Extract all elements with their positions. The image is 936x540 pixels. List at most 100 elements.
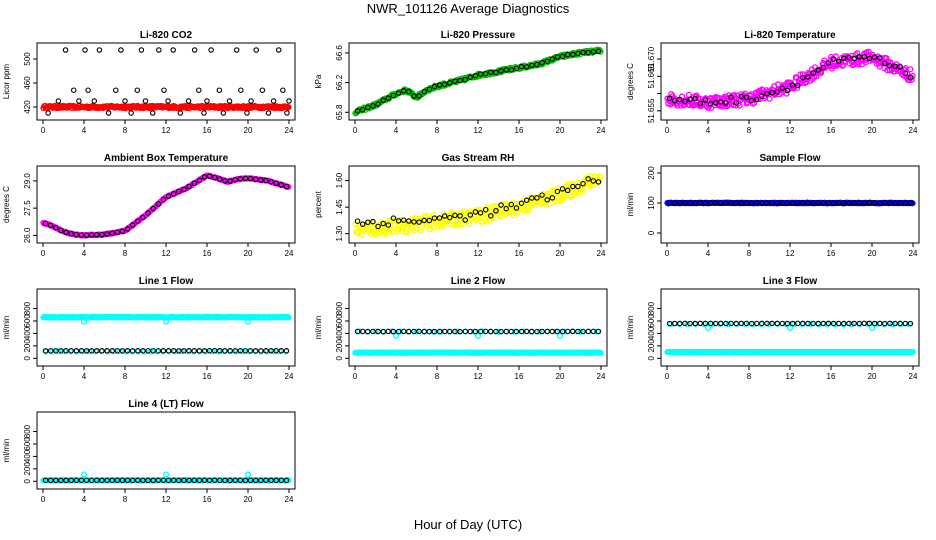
data-point <box>156 47 162 53</box>
x-tick-label: 24 <box>909 372 918 381</box>
data-point <box>666 200 673 206</box>
data-point <box>68 477 74 484</box>
data-point <box>268 348 274 354</box>
data-point <box>682 320 688 327</box>
data-point <box>820 320 827 327</box>
x-tick-label: 24 <box>597 126 606 135</box>
data-point <box>355 230 362 237</box>
data-point <box>539 328 545 335</box>
x-tick-label: 20 <box>556 372 565 381</box>
x-tick-label: 16 <box>203 495 212 504</box>
chart-title: Gas Stream RH <box>442 153 515 164</box>
data-point <box>252 176 259 182</box>
x-tick-label: 8 <box>123 495 128 504</box>
x-tick-label: 20 <box>868 249 877 258</box>
data-point <box>552 328 559 335</box>
data-point <box>687 320 693 327</box>
data-point <box>53 477 59 484</box>
data-point <box>119 477 126 484</box>
data-point <box>238 87 244 93</box>
data-point <box>244 471 252 478</box>
data-point <box>140 214 146 221</box>
data-point <box>233 47 240 53</box>
chart-title: Li-820 Pressure <box>441 30 516 41</box>
data-point <box>909 200 916 207</box>
data-point <box>892 63 898 70</box>
data-point <box>191 477 197 484</box>
data-point <box>748 320 755 327</box>
data-point <box>557 195 564 202</box>
data-point <box>830 320 837 327</box>
data-point <box>810 320 816 327</box>
data-point <box>104 231 110 237</box>
data-point <box>283 477 290 484</box>
data-point <box>523 64 530 70</box>
data-point <box>104 477 110 484</box>
data-point <box>882 320 888 327</box>
data-point <box>733 100 739 106</box>
data-point <box>53 348 59 354</box>
data-point <box>766 321 773 328</box>
data-point <box>457 213 463 219</box>
data-point <box>835 320 842 327</box>
x-tick-label: 20 <box>868 372 877 381</box>
data-point <box>280 87 286 93</box>
data-point <box>411 328 417 335</box>
data-point <box>429 328 436 335</box>
y-axis-label: kPa <box>314 74 323 88</box>
data-point <box>273 477 279 484</box>
data-point <box>244 110 250 116</box>
data-point <box>575 328 581 335</box>
data-point <box>753 200 760 206</box>
data-point <box>85 87 91 93</box>
data-point <box>160 477 167 484</box>
y-tick-label: 27.5 <box>23 200 32 216</box>
data-point <box>493 328 499 335</box>
x-tick-label: 20 <box>244 372 253 381</box>
data-point <box>702 200 709 206</box>
data-point <box>559 53 566 60</box>
data-point <box>395 90 402 96</box>
chart-title: Li-820 Temperature <box>744 30 836 41</box>
data-point <box>590 178 597 184</box>
y-tick-label: 100 <box>647 196 656 210</box>
data-point <box>568 192 575 199</box>
y-tick-label: 400 <box>647 326 656 340</box>
data-point <box>417 227 424 234</box>
data-point <box>119 228 126 235</box>
x-tick-label: 0 <box>41 495 46 504</box>
data-point <box>181 186 187 193</box>
data-point <box>441 213 448 219</box>
data-point <box>759 320 765 327</box>
data-point <box>186 183 192 190</box>
data-point <box>356 328 363 335</box>
data-point <box>866 320 873 327</box>
data-point <box>247 348 254 354</box>
data-point <box>868 324 876 331</box>
data-point <box>191 47 198 53</box>
data-point <box>270 348 277 355</box>
data-point <box>704 324 712 331</box>
data-point <box>889 321 896 328</box>
data-point <box>247 477 254 484</box>
data-point <box>47 348 54 354</box>
data-point <box>447 80 453 86</box>
data-point <box>764 200 770 206</box>
data-point <box>549 56 556 62</box>
data-point <box>150 205 156 212</box>
data-point <box>728 94 734 101</box>
data-point <box>584 173 591 180</box>
data-point <box>242 175 249 182</box>
data-point <box>268 178 274 185</box>
y-tick-label: 400 <box>335 326 344 340</box>
data-point <box>142 98 149 104</box>
data-point <box>129 477 136 484</box>
data-point <box>196 177 203 183</box>
data-point <box>482 206 489 213</box>
data-point <box>99 348 105 354</box>
data-point <box>109 477 115 484</box>
series-all <box>664 348 916 356</box>
data-point <box>278 182 285 188</box>
data-point <box>284 110 290 116</box>
data-point <box>86 348 93 355</box>
